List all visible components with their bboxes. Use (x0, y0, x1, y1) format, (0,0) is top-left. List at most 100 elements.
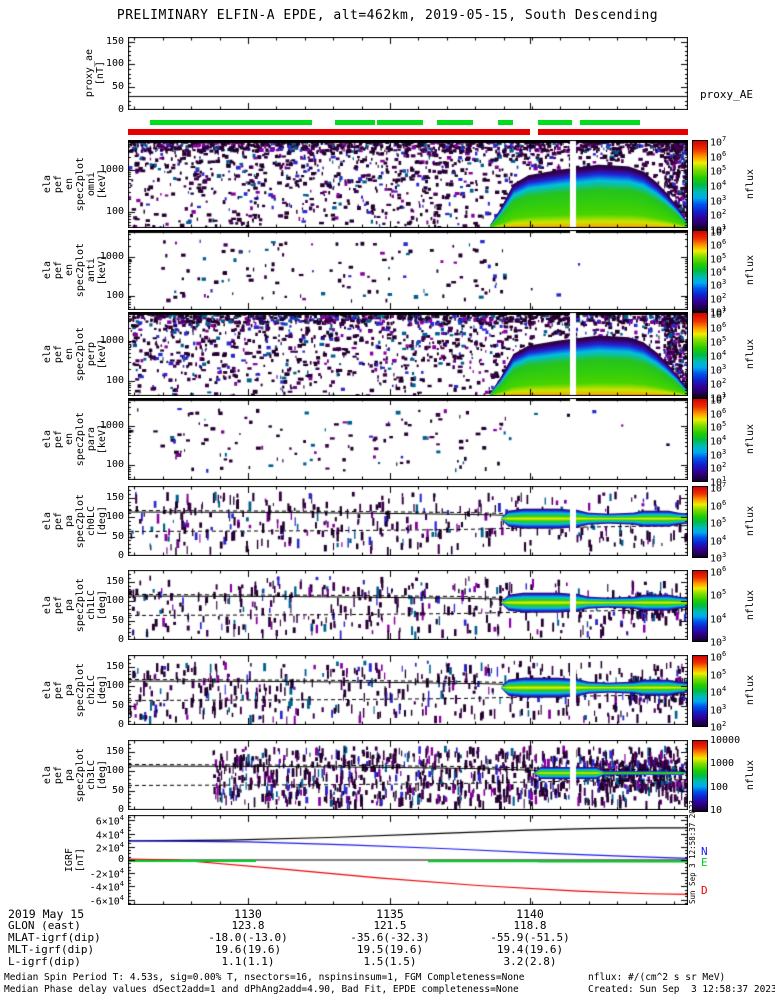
time-tick-label: 1140 (516, 907, 544, 921)
perp-colorbar-title: nflux (744, 312, 756, 396)
perp-colorbar-tick-label: 101 (710, 391, 727, 405)
ch2LC-colorbar-tick-label: 105 (710, 667, 727, 681)
para-ylabel-word: [keV] (97, 423, 108, 455)
proxy-ae-ytick-label: 0 (117, 104, 124, 115)
ch2LC-colorbar-tick-label: 104 (710, 685, 727, 699)
anti-ylabel-word: spec2plot (75, 242, 86, 298)
omni-ylabel-word: en (64, 177, 75, 191)
igrf-ytick-label: 6×104 (95, 814, 124, 828)
ch3LC-ylabel: ela pef pa spec2plot ch3LC [deg] (36, 740, 108, 810)
para-colorbar-title: nflux (744, 398, 756, 480)
perp-colorbar (692, 312, 708, 398)
bottom-row-value: 19.4(19.6) (496, 943, 564, 956)
omni-ylabel: ela pef en spec2plot omni [keV] (36, 140, 108, 228)
omni-colorbar-tick-label: 104 (710, 179, 727, 193)
footer-line1-left: Median Spin Period T: 4.53s, sig=0.00% T… (4, 972, 525, 983)
bottom-row-value: 118.8 (513, 919, 547, 932)
para-ylabel-word: en (64, 432, 75, 446)
ch1LC-ylabel-word: ela (42, 595, 53, 615)
proxy-ae-ytick-label: 100 (105, 58, 124, 70)
ch1LC-ytick-label: 150 (105, 575, 124, 587)
proxy-ae-ylabel: proxy_ae [nT] (82, 37, 106, 110)
ch2LC-colorbar (692, 655, 708, 727)
para-ylabel-word: pef (53, 429, 64, 449)
quality-bar-green-segment (437, 120, 473, 125)
igrf-ytick-label: -6×104 (89, 893, 124, 908)
ch3LC-colorbar (692, 740, 708, 812)
omni-ytick-label: 100 (105, 206, 124, 218)
anti-colorbar-title: nflux (744, 230, 756, 310)
ch2LC-ylabel-word: [deg] (97, 674, 108, 706)
igrf-series-label-e: E (701, 856, 708, 869)
ch0LC-colorbar (692, 486, 708, 558)
ch1LC-plot-canvas (128, 570, 688, 640)
ch1LC-colorbar (692, 570, 708, 642)
ch2LC-ylabel-word: pa (64, 683, 75, 697)
ch1LC-colorbar-tick-label: 104 (710, 611, 727, 625)
igrf-series-label-n: N (701, 845, 708, 858)
ch3LC-ytick-label: 100 (105, 765, 124, 777)
quality-bar-green-segment (335, 120, 375, 125)
anti-colorbar-title-word: nflux (745, 254, 756, 286)
anti-ylabel-word: [keV] (97, 254, 108, 286)
ch2LC-ytick-label: 50 (111, 699, 124, 711)
ch1LC-ytick-label: 100 (105, 595, 124, 607)
bottom-row-value: 1.5(1.5) (363, 955, 417, 968)
igrf-ytick-label: -4×104 (89, 880, 124, 894)
ch3LC-ylabel-word: spec2plot (75, 747, 86, 803)
para-colorbar-tick-label: 103 (710, 447, 727, 461)
ch1LC-ylabel: ela pef pa spec2plot ch1LC [deg] (36, 570, 108, 640)
ch1LC-ylabel-word: ch1LC (86, 589, 97, 621)
bottom-row-value: 121.5 (373, 919, 407, 932)
ch2LC-plot-canvas (128, 655, 688, 725)
ch3LC-colorbar-tick-label: 10 (710, 805, 723, 816)
ch3LC-ylabel-word: [deg] (97, 759, 108, 791)
bottom-row-value: -55.9(-51.5) (490, 931, 570, 944)
anti-ylabel-word: ela (42, 260, 53, 280)
quality-bar-green-segment (150, 120, 312, 125)
para-ylabel-word: ela (42, 429, 53, 449)
perp-colorbar-tick-label: 104 (710, 349, 727, 363)
para-colorbar-tick-label: 105 (710, 420, 727, 434)
bottom-row-label: GLON (east) (8, 919, 81, 932)
anti-ylabel-word: pef (53, 260, 64, 280)
ch2LC-ylabel: ela pef pa spec2plot ch2LC [deg] (36, 655, 108, 725)
para-colorbar-title-word: nflux (745, 423, 756, 455)
proxy-ae-ytick-label: 50 (111, 81, 124, 93)
ch3LC-ylabel-word: pa (64, 768, 75, 782)
anti-colorbar (692, 230, 708, 312)
omni-colorbar-tick-label: 106 (710, 149, 727, 163)
ch3LC-ytick-label: 0 (117, 804, 124, 815)
footer-created-timestamp: Created: Sun Sep 3 12:58:37 2023 (588, 984, 775, 995)
igrf-side-timestamp: Sun Sep 3 12:58:37 2023 (688, 800, 697, 904)
igrf-ytick-label: 0 (117, 854, 124, 865)
igrf-plot-canvas (128, 815, 688, 905)
anti-ylabel-word: en (64, 263, 75, 277)
omni-colorbar-tick-label: 105 (710, 164, 727, 178)
quality-bar-red-segment (128, 129, 530, 135)
para-colorbar-tick-label: 104 (710, 434, 727, 448)
bottom-row-value: 123.8 (231, 919, 265, 932)
anti-ytick-label: 100 (105, 289, 124, 301)
omni-ylabel-word: pef (53, 174, 64, 194)
ch0LC-colorbar-tick-label: 104 (710, 533, 727, 547)
proxy-ae-right-label: proxy_AE (700, 88, 753, 101)
anti-colorbar-tick-label: 107 (710, 225, 727, 239)
perp-colorbar-tick-label: 102 (710, 377, 727, 391)
anti-colorbar-tick-label: 101 (710, 305, 727, 319)
para-ylabel: ela pef en spec2plot para [keV] (36, 398, 108, 480)
ch0LC-colorbar-tick-label: 106 (710, 498, 727, 512)
bottom-row-value: 19.6(19.6) (214, 943, 282, 956)
ch0LC-colorbar-tick-label: 107 (710, 481, 727, 495)
ch0LC-ylabel-word: pef (53, 511, 64, 531)
omni-colorbar-tick-label: 107 (710, 135, 727, 149)
ch3LC-colorbar-title-word: nflux (745, 759, 756, 791)
para-ylabel-word: para (86, 426, 97, 452)
ch3LC-colorbar-tick-label: 10000 (710, 735, 741, 746)
quality-bar-red-segment (538, 129, 688, 135)
bottom-row-label: MLT-igrf(dip) (8, 943, 95, 956)
anti-colorbar-tick-label: 106 (710, 238, 727, 252)
ch3LC-ytick-label: 50 (111, 784, 124, 796)
omni-ylabel-word: ela (42, 174, 53, 194)
